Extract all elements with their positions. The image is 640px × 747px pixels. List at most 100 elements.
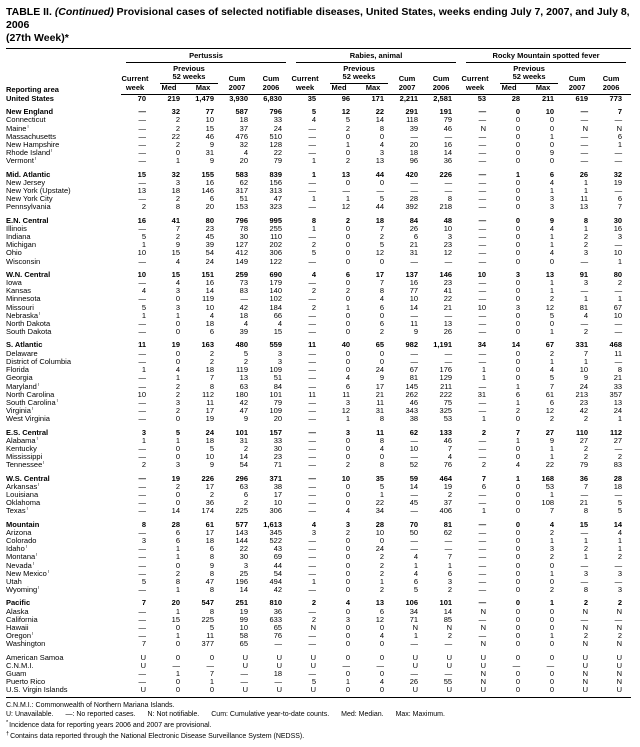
value-cell: 17: [205, 482, 214, 491]
value-cell: 37: [443, 499, 453, 508]
value-cell: 19: [613, 178, 623, 187]
value-cell: —: [410, 670, 419, 678]
reporting-area-cell: South Carolina†: [6, 398, 59, 407]
value-cell: —: [240, 678, 249, 687]
value-cell: 144: [235, 536, 248, 545]
value-cell: 3: [617, 586, 623, 595]
value-cell: U: [563, 686, 598, 698]
current-label: Current: [121, 74, 149, 83]
footnote-marker: †: [37, 586, 41, 591]
value-cell: 54: [239, 461, 248, 470]
table-row: Nebraska† 1 1 4 18 66 — 0 0 — — — 0 5 4 10: [6, 312, 631, 320]
value-cell: —: [444, 670, 453, 678]
value-cell: 0: [515, 536, 521, 545]
value-cell: 65: [273, 623, 283, 632]
value-cell: 420: [405, 169, 419, 179]
value-cell: 34: [409, 607, 419, 616]
value-cell: 85: [443, 615, 453, 624]
value-cell: —: [308, 482, 317, 491]
value-cell: 32: [171, 169, 180, 179]
value-cell: 23: [579, 398, 589, 407]
value-cell: 982: [405, 340, 419, 350]
value-cell: 0: [345, 257, 351, 266]
value-cell: —: [580, 615, 589, 624]
value-cell: 0: [175, 623, 180, 632]
value-cell: —: [138, 569, 147, 578]
value-cell: N: [616, 607, 623, 616]
value-cell: 73: [239, 279, 248, 288]
value-cell: —: [342, 187, 351, 196]
value-cell: 1: [175, 670, 180, 678]
value-cell: —: [138, 320, 147, 329]
value-cell: 1: [617, 141, 623, 150]
value-cell: 10: [545, 107, 555, 117]
value-cell: 101: [235, 427, 248, 437]
table-row: Colorado 3 6 18 144 522 — 0 0 — — — 0 1 1 1: [6, 537, 631, 545]
value-cell: N: [480, 670, 487, 678]
value-cell: —: [478, 187, 487, 196]
title-table-number: TABLE II.: [6, 6, 55, 18]
value-cell: 20: [239, 157, 248, 166]
value-cell: 18: [273, 670, 283, 678]
value-cell: —: [580, 528, 589, 537]
reporting-area-cell: New England: [6, 107, 54, 117]
value-cell: 4: [345, 374, 351, 383]
value-cell: 6: [481, 482, 487, 491]
value-cell: —: [478, 357, 487, 366]
value-cell: 0: [345, 328, 351, 337]
value-cell: 10: [613, 249, 623, 258]
value-cell: —: [478, 436, 487, 445]
value-cell: 0: [549, 623, 555, 632]
value-cell: 13: [137, 187, 146, 196]
value-cell: 1: [515, 382, 521, 391]
value-cell: 0: [175, 444, 180, 453]
value-cell: —: [478, 598, 487, 608]
value-cell: —: [138, 132, 147, 141]
reporting-area-cell: West Virginia: [6, 415, 50, 424]
value-cell: U: [121, 686, 155, 698]
cum-label: Cum: [568, 74, 586, 83]
value-cell: 80: [613, 269, 623, 279]
value-cell: 10: [375, 528, 385, 537]
value-cell: —: [478, 107, 487, 117]
value-cell: 11: [138, 340, 146, 350]
value-cell: —: [308, 203, 317, 212]
value-cell: 61: [205, 519, 214, 529]
footnotes: C.N.M.I.: Commonwealth of Northern Maria…: [6, 701, 631, 741]
value-cell: 10: [239, 623, 248, 632]
value-cell: —: [308, 453, 317, 462]
table-row: South Carolina† — 3 11 42 79 — 3 11 46 75 — 1 6 23 13: [6, 399, 631, 407]
value-cell: 1: [549, 132, 555, 141]
value-cell: —: [614, 149, 623, 158]
value-cell: 0: [175, 295, 180, 304]
value-cell: 2: [515, 407, 521, 416]
value-cell: —: [308, 357, 317, 366]
value-cell: 2: [141, 461, 146, 470]
value-cell: 5: [379, 482, 385, 491]
value-cell: N: [616, 640, 623, 649]
table-row: Washington 7 0 377 65 — — 0 0 — — N 0 0 N N: [6, 640, 631, 648]
value-cell: 32: [613, 169, 623, 179]
value-cell: 67: [545, 340, 555, 350]
value-cell: 30: [613, 215, 623, 225]
value-cell: 44: [273, 561, 283, 570]
value-cell: 1: [549, 598, 555, 608]
value-cell: 18: [171, 187, 180, 196]
reporting-area-cell: Oklahoma: [6, 499, 41, 508]
value-cell: —: [308, 407, 317, 416]
value-cell: 54: [205, 249, 214, 258]
value-cell: 0: [515, 107, 521, 117]
value-cell: 31: [375, 407, 385, 416]
value-cell: 8: [209, 382, 214, 391]
value-cell: 1: [311, 224, 317, 233]
table-row: North Dakota — 0 18 4 4 — 0 6 11 13 — 0 0 — —: [6, 320, 631, 328]
value-cell: 9: [209, 561, 214, 570]
value-cell: 476: [235, 132, 248, 141]
value-cell: —: [138, 561, 147, 570]
value-cell: —: [478, 132, 487, 141]
value-cell: 7: [515, 427, 521, 437]
value-cell: 0: [345, 632, 351, 641]
reporting-area-cell: Maine†: [6, 124, 30, 133]
value-cell: 0: [345, 482, 351, 491]
value-cell: 1: [141, 241, 146, 250]
